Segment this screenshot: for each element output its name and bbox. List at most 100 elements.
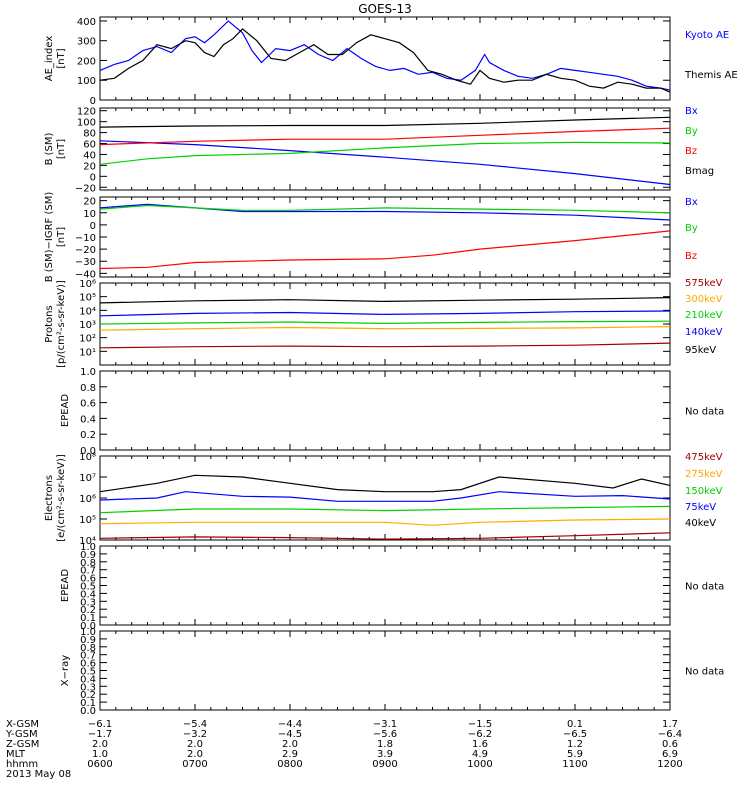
y-tick-label: 0: [90, 96, 96, 107]
y-axis-label: B (SM): [44, 132, 55, 165]
series-line-300kev: [99, 326, 671, 331]
ephemeris-value: −1.5: [468, 719, 492, 730]
panel-frame: [99, 545, 671, 626]
series-line-210kev: [99, 320, 671, 325]
y-tick-label: −10: [75, 233, 96, 244]
y-tick-label: 0.8: [80, 643, 96, 654]
series-line-by: [99, 204, 671, 214]
panel-frame: [99, 196, 671, 278]
y-tick-label: 0.0: [80, 621, 96, 632]
y-tick-label: 1.0: [80, 542, 96, 553]
y-tick-label: 0.4: [80, 414, 96, 425]
ephemeris-value: 4.9: [472, 749, 488, 760]
legend-entry: 210keV: [685, 310, 723, 321]
series-line-150kev: [99, 505, 671, 514]
y-tick-label: 0.7: [80, 566, 96, 577]
ephemeris-value: 1.7: [662, 719, 678, 730]
no-data-label: No data: [685, 667, 724, 678]
ephemeris-value: −6.1: [88, 719, 112, 730]
y-axis-label: X−ray: [60, 655, 71, 686]
y-axis-label: [nT]: [56, 48, 67, 68]
ephemeris-value: 6.9: [662, 749, 678, 760]
y-tick-label: 0.5: [80, 582, 96, 593]
y-tick-label: 100: [77, 118, 96, 129]
y-tick-label: 0.0: [80, 706, 96, 717]
series-line-95kev: [99, 297, 671, 304]
y-axis-label: EPEAD: [60, 569, 71, 603]
series-line-by: [99, 141, 671, 165]
panel-frame: [99, 16, 671, 101]
y-tick-label: 80: [83, 129, 96, 140]
legend-entry: By: [685, 223, 698, 234]
ephemeris-value: 1200: [657, 759, 682, 770]
y-tick-label: 0.3: [80, 682, 96, 693]
panel-xray: 0.00.10.20.30.40.50.60.70.80.91.0 X−ray No…: [60, 627, 724, 717]
panel-protons: 10¹ 10² 10³ 10⁴ 10⁵ 10⁶ Protons [p/(cm²-s-sr-ke…: [44, 278, 723, 368]
y-tick-label: 0.6: [80, 659, 96, 670]
panel-frame: [99, 370, 671, 451]
ephemeris-value: 0800: [277, 759, 302, 770]
y-tick-label: 0: [90, 172, 96, 183]
y-tick-label: 40: [83, 150, 96, 161]
y-tick-label: −40: [75, 269, 96, 280]
no-data-label: No data: [685, 582, 724, 593]
series-line-75kev: [99, 491, 671, 502]
ephemeris-value: 0700: [182, 759, 207, 770]
legend-entry: Bx: [685, 106, 698, 117]
ephemeris-value: 0.6: [662, 739, 678, 750]
y-tick-label: 10²: [79, 334, 96, 345]
y-tick-label: 0.9: [80, 550, 96, 561]
panel-frame: [99, 455, 671, 541]
y-tick-label: 0.9: [80, 635, 96, 646]
ephemeris-row-label: MLT: [6, 749, 26, 760]
y-tick-label: 100: [77, 76, 96, 87]
y-tick-label: −20: [75, 183, 96, 194]
y-tick-label: 0.8: [80, 383, 96, 394]
legend-entry: Bz: [685, 251, 697, 262]
ephemeris-value: −6.4: [658, 729, 682, 740]
y-tick-label: 10⁸: [79, 452, 96, 463]
legend-entry: 575keV: [685, 278, 723, 289]
legend-entry: Bx: [685, 197, 698, 208]
y-axis-label: Electrons: [44, 475, 55, 521]
y-tick-label: 0.0: [80, 446, 96, 457]
series-line-575kev: [99, 342, 671, 349]
series-line-bx: [99, 203, 671, 221]
y-tick-label: 0.1: [80, 613, 96, 624]
legend-entry: 275keV: [685, 469, 723, 480]
y-tick-label: 1.0: [80, 367, 96, 378]
panel-epead1: 0.0 0.2 0.4 0.6 0.8 1.0 EPEAD No data: [60, 367, 724, 457]
y-tick-label: 0.4: [80, 674, 96, 685]
chart-title: GOES-13: [358, 2, 412, 16]
legend-entry: 150keV: [685, 486, 723, 497]
legend-entry: Themis AE: [684, 70, 738, 81]
y-tick-label: 0.7: [80, 651, 96, 662]
y-tick-label: 200: [77, 56, 96, 67]
series-line-kyoto-ae: [99, 20, 671, 91]
legend-entry: By: [685, 126, 698, 137]
y-tick-label: 10⁵: [79, 293, 96, 304]
y-tick-label: 1.0: [80, 627, 96, 638]
ephemeris-value: 2.0: [92, 739, 108, 750]
y-tick-label: 10¹: [79, 347, 96, 358]
ephemeris-table: X-GSMY-GSMZ-GSMMLThhmm−6.1−1.72.01.00600…: [5, 719, 683, 780]
series-line-275kev: [99, 518, 671, 526]
series-line-140kev: [99, 310, 671, 317]
ephemeris-value: 3.9: [377, 749, 393, 760]
y-tick-label: 60: [83, 140, 96, 151]
ephemeris-row-label: Z-GSM: [6, 739, 39, 750]
ephemeris-value: 0600: [87, 759, 112, 770]
series-line-bmag: [99, 116, 671, 128]
panel-ae: 0 100 200 300 400 AE_index [nT] Kyoto AE Themis …: [44, 16, 738, 107]
y-tick-label: 10⁶: [79, 279, 96, 290]
ephemeris-value: −4.5: [278, 729, 302, 740]
series-line-bx: [99, 140, 671, 186]
y-axis-label: [nT]: [56, 139, 67, 159]
ephemeris-value: −3.2: [183, 729, 207, 740]
panel-electrons: 10⁴ 10⁵ 10⁶ 10⁷ 10⁸ Electrons [e/(cm²-s-sr-keV…: [44, 452, 723, 547]
y-axis-label: EPEAD: [60, 394, 71, 428]
ephemeris-value: 2.0: [282, 739, 298, 750]
ephemeris-value: 1.2: [567, 739, 583, 750]
